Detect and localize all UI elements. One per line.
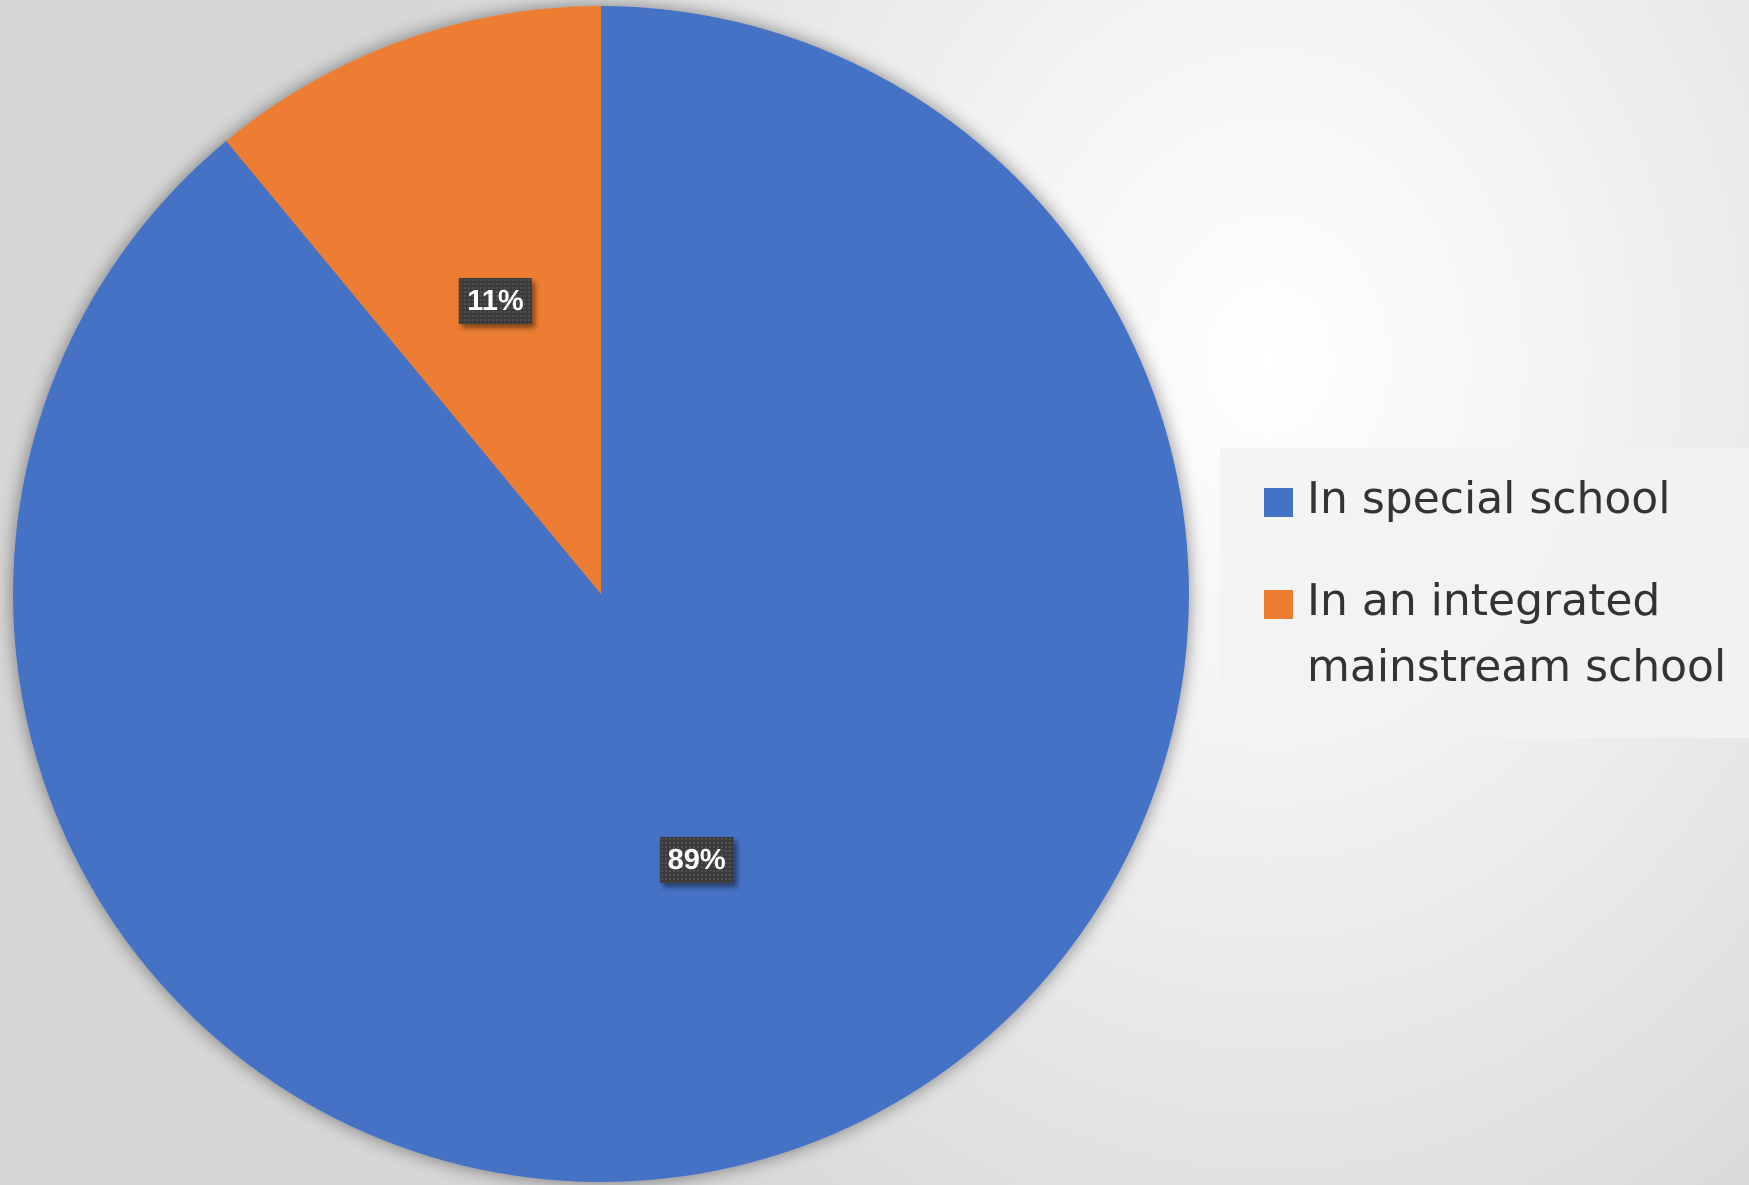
- legend-item-mainstream-school: In an integrated mainstream school: [1264, 568, 1749, 700]
- pie-slices: [12, 6, 1190, 1182]
- legend-swatch-mainstream-school: [1264, 590, 1293, 619]
- data-label-mainstream-school: 11%: [459, 277, 532, 324]
- legend-label-mainstream-school: In an integrated mainstream school: [1307, 575, 1727, 692]
- data-label-special-school: 89%: [659, 836, 734, 883]
- legend-label-special-school: In special school: [1307, 473, 1671, 524]
- pie-slice-mainstream-school: [226, 6, 601, 594]
- legend: In special school In an integrated mains…: [1220, 448, 1749, 738]
- legend-swatch-special-school: [1264, 488, 1293, 517]
- legend-item-special-school: In special school: [1264, 466, 1749, 532]
